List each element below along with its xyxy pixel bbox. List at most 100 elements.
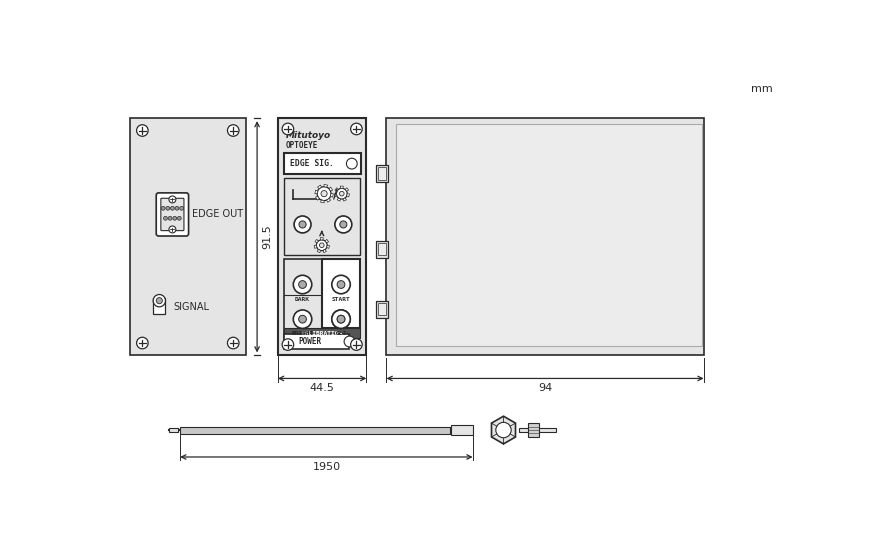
Circle shape (294, 216, 311, 233)
Polygon shape (343, 198, 347, 201)
Bar (130, 118, 246, 355)
Bar (519, 428, 556, 432)
Polygon shape (330, 194, 334, 197)
Bar (375, 301, 388, 317)
Circle shape (166, 206, 169, 210)
Bar (528, 423, 539, 437)
Circle shape (162, 206, 165, 210)
Circle shape (337, 315, 345, 323)
Polygon shape (325, 239, 328, 243)
Polygon shape (315, 196, 319, 200)
Circle shape (337, 315, 345, 323)
Text: mm: mm (752, 84, 773, 94)
Polygon shape (345, 188, 348, 191)
Text: 91.5: 91.5 (262, 224, 273, 249)
Bar (378, 243, 386, 255)
Bar (180, 427, 449, 433)
FancyBboxPatch shape (156, 193, 189, 236)
Bar (322, 259, 361, 329)
Circle shape (320, 243, 324, 248)
Text: POWER: POWER (299, 337, 322, 346)
Circle shape (351, 339, 362, 350)
Polygon shape (317, 250, 321, 253)
Bar (278, 118, 367, 355)
Circle shape (228, 337, 239, 349)
Polygon shape (327, 199, 330, 202)
Polygon shape (315, 239, 318, 243)
Bar (378, 303, 386, 315)
Circle shape (335, 216, 352, 233)
Bar (378, 168, 386, 180)
Text: EDGE SIG.: EDGE SIG. (290, 159, 334, 168)
Circle shape (175, 206, 179, 210)
Circle shape (337, 281, 345, 289)
Bar (375, 165, 388, 182)
Bar (387, 118, 704, 355)
Circle shape (336, 188, 348, 199)
Circle shape (351, 123, 362, 135)
Circle shape (136, 337, 148, 349)
Circle shape (299, 221, 306, 228)
Circle shape (169, 226, 176, 233)
Polygon shape (317, 185, 322, 189)
Polygon shape (314, 245, 317, 249)
Circle shape (347, 158, 357, 169)
Circle shape (496, 422, 511, 438)
Polygon shape (335, 188, 338, 191)
Polygon shape (315, 190, 318, 194)
Circle shape (153, 295, 165, 307)
Circle shape (332, 310, 350, 329)
Bar (153, 299, 165, 314)
Circle shape (173, 216, 176, 220)
Text: SET: SET (335, 331, 347, 336)
Bar (284, 329, 361, 337)
FancyBboxPatch shape (161, 198, 184, 231)
Circle shape (169, 216, 172, 220)
Circle shape (340, 221, 347, 228)
Circle shape (170, 206, 175, 210)
Circle shape (282, 123, 294, 135)
Circle shape (156, 297, 163, 304)
Bar (395, 124, 702, 346)
Circle shape (294, 310, 312, 329)
Polygon shape (492, 416, 515, 444)
Circle shape (316, 240, 327, 251)
Bar (169, 428, 178, 432)
Polygon shape (323, 250, 327, 253)
Circle shape (136, 125, 148, 137)
Circle shape (180, 206, 183, 210)
Text: CALIBRATION: CALIBRATION (302, 331, 342, 336)
Polygon shape (347, 194, 349, 197)
Text: START: START (332, 296, 350, 301)
Bar (375, 241, 388, 258)
Text: EDGE OUT: EDGE OUT (192, 209, 243, 219)
Polygon shape (341, 186, 343, 188)
Polygon shape (321, 200, 324, 203)
Text: BRIGHT: BRIGHT (291, 331, 314, 336)
Circle shape (321, 190, 327, 196)
Text: /: / (334, 187, 338, 200)
Text: OPTOEYE: OPTOEYE (286, 140, 318, 150)
Text: DARK: DARK (295, 296, 310, 301)
Polygon shape (337, 198, 341, 201)
Circle shape (299, 315, 307, 323)
Circle shape (332, 310, 350, 329)
Text: Mitutoyo: Mitutoyo (286, 130, 331, 140)
Circle shape (317, 186, 331, 200)
Circle shape (163, 216, 168, 220)
Text: 1950: 1950 (312, 462, 341, 472)
Bar (284, 334, 349, 349)
Polygon shape (321, 238, 323, 240)
Circle shape (294, 275, 312, 294)
Bar (284, 178, 361, 255)
Bar (284, 153, 361, 174)
Circle shape (282, 339, 294, 350)
Bar (451, 425, 473, 436)
Circle shape (332, 275, 350, 294)
Circle shape (228, 125, 239, 137)
Polygon shape (334, 194, 337, 197)
Text: 94: 94 (538, 384, 552, 393)
Circle shape (169, 196, 176, 203)
Polygon shape (324, 184, 328, 187)
Text: SIGNAL: SIGNAL (173, 302, 209, 312)
